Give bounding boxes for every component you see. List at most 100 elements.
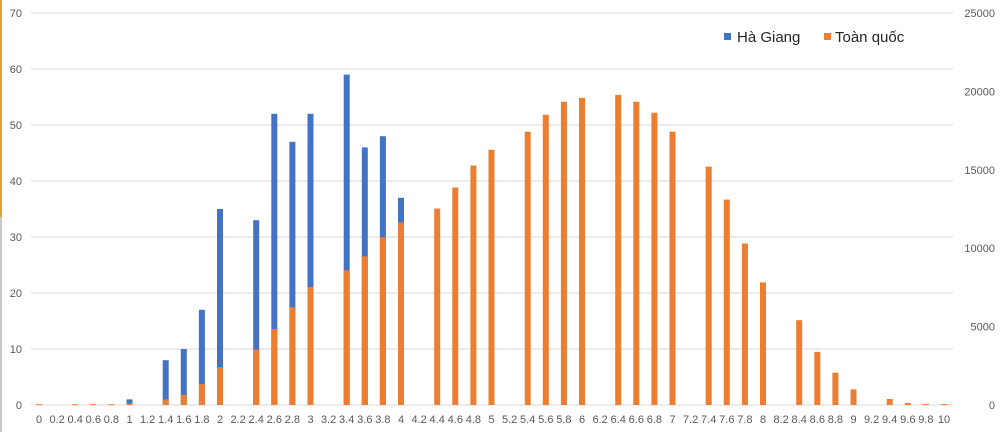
x-axis-tick-label: 4.6: [448, 414, 463, 426]
bar-toan-quoc-7.8: [741, 243, 748, 405]
right-axis-tick-label: 15000: [964, 165, 995, 177]
x-axis-tick-label: 8: [760, 414, 766, 426]
legend-swatch-toan-quoc: [824, 33, 831, 40]
tick-labels: 0102030405060700500010000150002000025000…: [10, 8, 995, 426]
left-axis-tick-label: 30: [10, 232, 22, 244]
bar-ha-giang-2: [217, 209, 223, 405]
bar-ha-giang-1.4: [162, 360, 169, 405]
bar-toan-quoc-6: [579, 97, 585, 405]
bar-ha-giang-1.8: [198, 309, 205, 405]
bar-ha-giang-2.6: [271, 113, 278, 406]
bar-toan-quoc-1.8: [198, 383, 205, 405]
x-axis-tick-label: 0.2: [49, 414, 64, 426]
bar-toan-quoc-1.6: [180, 394, 187, 405]
x-axis-tick-label: 5.2: [502, 414, 517, 426]
bar-toan-quoc-2.4: [253, 349, 260, 405]
right-axis-tick-label: 25000: [964, 8, 995, 20]
bar-toan-quoc-9.4: [886, 399, 893, 405]
bar-toan-quoc-2: [217, 367, 223, 405]
legend: Hà Giang Toàn quốc: [724, 29, 905, 46]
bar-toan-quoc-8.8: [832, 372, 839, 405]
x-axis-tick-label: 8.8: [828, 414, 843, 426]
bar-toan-quoc-4: [398, 222, 404, 405]
bar-toan-quoc-6.8: [651, 112, 658, 406]
bar-toan-quoc-3.6: [361, 256, 368, 405]
left-axis-tick-label: 70: [10, 8, 22, 20]
x-axis-tick-label: 1.4: [158, 414, 173, 426]
left-axis-tick-label: 40: [10, 176, 22, 188]
bar-toan-quoc-6.6: [633, 101, 640, 405]
bar-toan-quoc-3: [307, 286, 314, 405]
x-axis-tick-label: 9.4: [882, 414, 897, 426]
x-axis-tick-label: 2.4: [249, 414, 264, 426]
bar-ha-giang-3.4: [343, 74, 350, 405]
bar-toan-quoc-9.8: [922, 404, 929, 406]
x-axis-tick-label: 6.8: [647, 414, 662, 426]
bar-toan-quoc-7.6: [723, 199, 730, 405]
x-axis-tick-label: 2.8: [285, 414, 300, 426]
x-axis-tick-label: 4.2: [411, 414, 426, 426]
x-axis-tick-label: 7.6: [719, 414, 734, 426]
x-axis-tick-label: 6.6: [629, 414, 644, 426]
x-axis-tick-label: 9.6: [900, 414, 915, 426]
x-axis-tick-label: 0: [36, 414, 42, 426]
x-axis-tick-label: 5.4: [520, 414, 535, 426]
bar-ha-giang-1.6: [180, 349, 187, 405]
x-axis-tick-label: 9.2: [864, 414, 879, 426]
bar-ha-giang-2.4: [253, 220, 260, 405]
bar-toan-quoc-3.4: [343, 270, 350, 405]
x-axis-tick-label: 6.2: [592, 414, 607, 426]
bar-toan-quoc-2.6: [271, 328, 278, 405]
window-edge: [0, 217, 2, 432]
x-axis-tick-label: 0.6: [86, 414, 101, 426]
x-axis-tick-label: 3.6: [357, 414, 372, 426]
left-axis-tick-label: 20: [10, 288, 22, 300]
bar-toan-quoc-5.6: [542, 114, 549, 406]
right-axis-tick-label: 0: [989, 400, 995, 412]
x-axis-tick-label: 4.8: [466, 414, 481, 426]
x-axis-tick-label: 10: [938, 414, 950, 426]
x-axis-tick-label: 3: [307, 414, 313, 426]
bar-toan-quoc-8: [760, 282, 766, 405]
x-axis-tick-label: 5: [488, 414, 494, 426]
bar-toan-quoc-1.4: [162, 399, 169, 405]
x-axis-tick-label: 9.8: [918, 414, 933, 426]
x-axis-tick-label: 3.8: [375, 414, 390, 426]
bar-toan-quoc-8.6: [814, 351, 821, 405]
x-axis-tick-label: 8.2: [773, 414, 788, 426]
x-axis-tick-label: 1: [126, 414, 132, 426]
bar-toan-quoc-4.8: [470, 165, 477, 405]
left-axis-tick-label: 60: [10, 64, 22, 76]
bar-toan-quoc-0.4: [72, 404, 79, 406]
legend-label-toan-quoc: Toàn quốc: [835, 29, 905, 46]
x-axis-tick-label: 6: [579, 414, 585, 426]
bar-toan-quoc-0.8: [108, 404, 115, 406]
bar-toan-quoc-9: [850, 389, 857, 405]
x-axis-tick-label: 2.6: [267, 414, 282, 426]
x-axis-tick-label: 9: [850, 414, 856, 426]
bar-toan-quoc-7.4: [705, 166, 712, 405]
bar-toan-quoc-5: [488, 149, 495, 405]
legend-swatch-ha-giang: [724, 33, 731, 40]
left-axis-tick-label: 50: [10, 120, 22, 132]
right-axis-tick-label: 20000: [964, 86, 995, 98]
bar-toan-quoc-3.8: [379, 237, 386, 405]
bar-toan-quoc-1: [126, 403, 133, 405]
bar-toan-quoc-6.4: [615, 94, 622, 405]
x-axis-tick-label: 1.2: [140, 414, 155, 426]
bars: [36, 74, 947, 406]
x-axis-tick-label: 2.2: [230, 414, 245, 426]
bar-toan-quoc-0.6: [90, 404, 97, 406]
x-axis-tick-label: 1.6: [176, 414, 191, 426]
bar-toan-quoc-5.8: [560, 101, 567, 405]
x-axis-tick-label: 7.4: [701, 414, 716, 426]
legend-label-ha-giang: Hà Giang: [737, 29, 800, 46]
right-axis-tick-label: 10000: [964, 243, 995, 255]
x-axis-tick-label: 3.4: [339, 414, 354, 426]
x-axis-tick-label: 1.8: [194, 414, 209, 426]
bar-toan-quoc-4.6: [452, 187, 459, 405]
x-axis-tick-label: 8.4: [792, 414, 807, 426]
x-axis-tick-label: 8.6: [810, 414, 825, 426]
bar-toan-quoc-4.4: [434, 208, 441, 405]
bar-toan-quoc-10: [941, 404, 947, 406]
